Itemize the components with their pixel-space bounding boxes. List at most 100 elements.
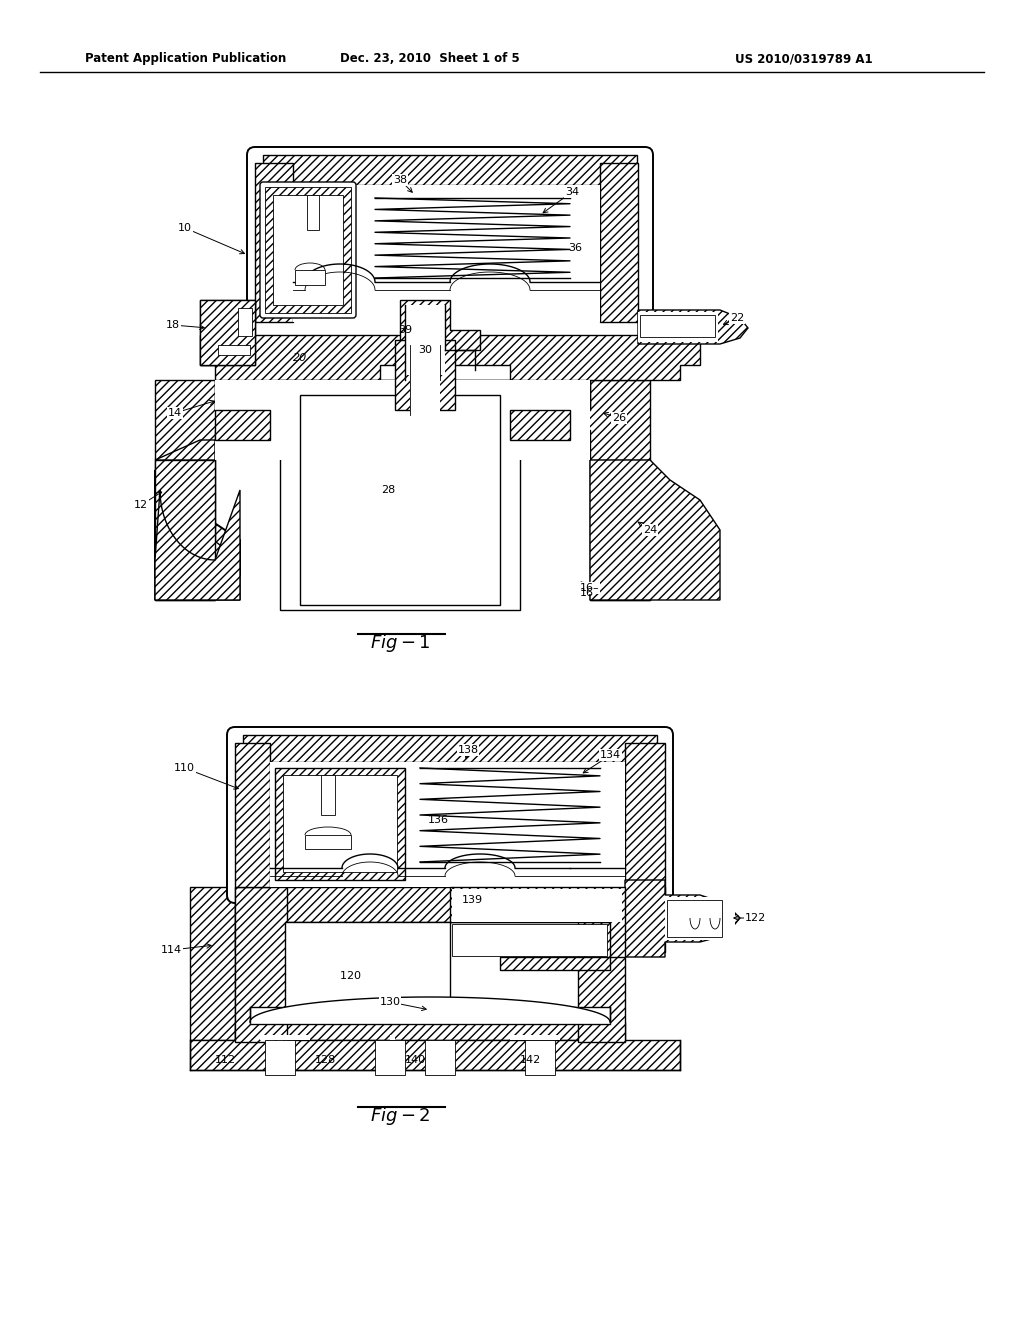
Polygon shape (255, 162, 293, 322)
Polygon shape (263, 154, 637, 185)
Polygon shape (590, 459, 720, 601)
Text: 26: 26 (604, 412, 626, 422)
FancyBboxPatch shape (247, 147, 653, 338)
Text: 130: 130 (380, 997, 426, 1011)
Text: 136: 136 (428, 814, 449, 825)
Text: 36: 36 (568, 243, 582, 253)
Text: 28: 28 (381, 484, 395, 495)
Bar (200, 300, 255, 366)
Bar (406, 305, 445, 375)
Polygon shape (625, 743, 665, 887)
Bar (280, 380, 520, 610)
Bar (215, 380, 590, 459)
Bar (218, 345, 250, 355)
Polygon shape (200, 300, 255, 366)
Text: 22: 22 (724, 313, 744, 325)
Bar (234, 1022, 625, 1040)
Bar (667, 900, 722, 937)
Text: 12: 12 (134, 492, 162, 510)
Text: 114: 114 (161, 944, 211, 954)
Bar (525, 1040, 555, 1074)
Bar (452, 924, 607, 956)
Bar (307, 195, 319, 230)
Bar (234, 921, 285, 952)
Polygon shape (243, 735, 657, 762)
Bar (283, 775, 397, 873)
Text: 128: 128 (314, 1055, 336, 1065)
Text: 140: 140 (404, 1055, 426, 1065)
FancyBboxPatch shape (227, 727, 673, 903)
Text: Dec. 23, 2010  Sheet 1 of 5: Dec. 23, 2010 Sheet 1 of 5 (340, 51, 520, 65)
Polygon shape (155, 459, 215, 601)
Text: 24: 24 (638, 523, 657, 535)
Text: $\mathit{120}$: $\mathit{120}$ (339, 969, 361, 981)
Text: 30: 30 (418, 345, 432, 355)
Text: 38: 38 (393, 176, 413, 193)
Polygon shape (155, 380, 280, 601)
Bar (250, 1007, 610, 1024)
Bar (270, 762, 625, 887)
Bar (190, 1040, 680, 1071)
Bar (265, 1040, 295, 1074)
Text: 39: 39 (398, 325, 412, 335)
Bar (238, 308, 252, 337)
Bar (640, 315, 715, 337)
Text: $\mathit{Fig-1}$: $\mathit{Fig-1}$ (370, 632, 430, 653)
Text: 138: 138 (458, 744, 478, 758)
FancyBboxPatch shape (260, 182, 356, 318)
Bar (260, 1035, 310, 1040)
Polygon shape (450, 887, 625, 970)
Polygon shape (265, 187, 351, 313)
Text: 20: 20 (293, 352, 307, 363)
Polygon shape (155, 440, 215, 459)
Bar (305, 836, 351, 849)
Bar (375, 1040, 406, 1074)
Bar (510, 1035, 560, 1040)
Polygon shape (590, 459, 650, 601)
Text: $\mathit{Fig-2}$: $\mathit{Fig-2}$ (370, 1105, 430, 1127)
Bar (638, 312, 718, 342)
Text: 16: 16 (580, 587, 594, 598)
Polygon shape (234, 743, 270, 887)
Text: 139: 139 (462, 895, 483, 906)
Bar (234, 887, 287, 1041)
Text: 18: 18 (166, 319, 204, 330)
Bar (293, 185, 600, 322)
Text: 112: 112 (214, 1055, 236, 1065)
Text: US 2010/0319789 A1: US 2010/0319789 A1 (735, 51, 872, 65)
Text: 14: 14 (168, 400, 214, 418)
Bar (425, 1040, 455, 1074)
Bar (215, 389, 590, 400)
Text: 122: 122 (734, 913, 766, 923)
Polygon shape (155, 470, 240, 576)
Polygon shape (295, 271, 325, 285)
Bar (510, 411, 570, 440)
Text: 142: 142 (519, 1055, 541, 1065)
Text: 110: 110 (174, 763, 239, 789)
Polygon shape (400, 300, 480, 380)
Bar (273, 195, 343, 305)
Bar (578, 921, 625, 1041)
Text: Patent Application Publication: Patent Application Publication (85, 51, 287, 65)
Bar (275, 768, 406, 880)
Bar (215, 380, 590, 411)
Bar (452, 888, 622, 921)
Text: 16–: 16– (580, 582, 600, 593)
Bar (390, 1035, 395, 1040)
Bar (321, 775, 335, 814)
Polygon shape (638, 310, 748, 345)
Bar (395, 341, 455, 411)
Bar (285, 921, 450, 1022)
Polygon shape (155, 475, 240, 601)
Polygon shape (520, 380, 650, 601)
Text: 34: 34 (543, 187, 580, 213)
Text: 134: 134 (584, 750, 622, 774)
Bar (234, 887, 665, 921)
Polygon shape (625, 880, 740, 957)
Bar (215, 411, 270, 440)
Bar (190, 887, 234, 1040)
Bar (300, 395, 500, 605)
Bar (410, 345, 440, 414)
Text: 10: 10 (178, 223, 245, 253)
Polygon shape (600, 162, 638, 322)
